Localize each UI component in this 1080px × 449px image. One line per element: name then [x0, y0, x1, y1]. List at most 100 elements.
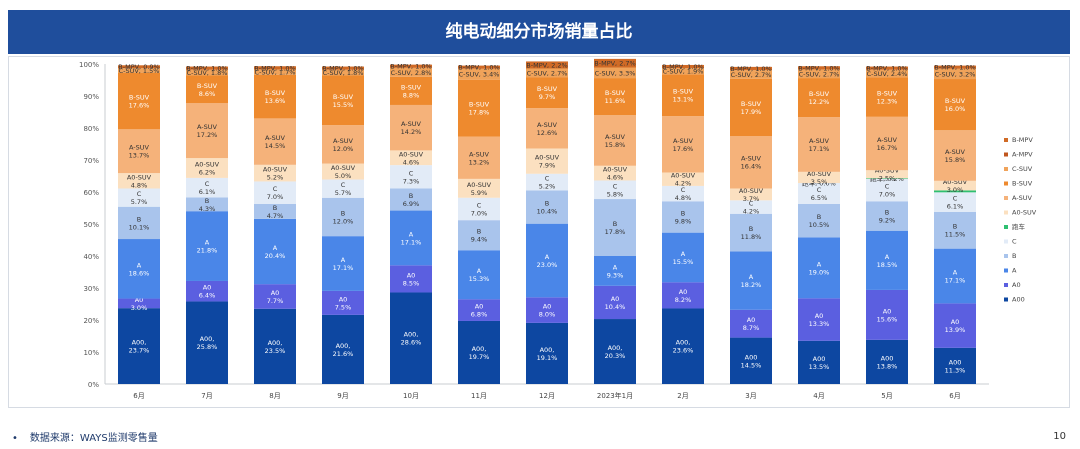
- y-tick-label: 100%: [79, 61, 99, 69]
- data-label: B: [749, 225, 753, 233]
- bar-segment: [662, 308, 704, 384]
- bar-segment: [594, 256, 636, 286]
- data-label: 4.6%: [607, 174, 624, 182]
- legend-swatch: [1004, 196, 1008, 200]
- data-label: 19.7%: [469, 353, 490, 361]
- data-label: 13.7%: [129, 152, 150, 160]
- bar-segment: [934, 68, 976, 80]
- bar-segment: [254, 203, 296, 219]
- data-label: 8.6%: [199, 90, 216, 98]
- bar-segment: [254, 74, 296, 119]
- bar-segment: [254, 218, 296, 285]
- data-label: B-MPV, 0.9%: [118, 63, 159, 71]
- x-tick-label: 12月: [539, 392, 555, 400]
- bar-segment: [866, 201, 908, 231]
- x-tick-label: 5月: [881, 392, 892, 400]
- data-label: 15.5%: [673, 258, 694, 266]
- data-label: 3.0%: [131, 304, 148, 312]
- data-label: C-SUV, 2.4%: [867, 70, 908, 78]
- bar-segment: [526, 223, 568, 298]
- data-label: B-SUV: [741, 100, 762, 108]
- bar-segment: [798, 171, 840, 184]
- data-label: A-SUV: [673, 137, 694, 145]
- legend-swatch: [1004, 210, 1008, 215]
- x-tick-label: 2023年1月: [597, 391, 633, 400]
- data-label: C-SUV, 2.7%: [799, 70, 840, 78]
- data-label: A-SUV: [605, 133, 626, 141]
- bar-segment: [526, 297, 568, 323]
- data-label: 18.6%: [129, 269, 150, 277]
- data-label: 9.8%: [675, 217, 692, 225]
- bar-segment: [254, 308, 296, 384]
- data-label: A0-SUV: [603, 166, 628, 174]
- data-label: 14.5%: [265, 142, 286, 150]
- bar-segment: [322, 290, 364, 315]
- data-label: 18.2%: [741, 281, 762, 289]
- data-label: B-MPV, 1.0%: [254, 64, 295, 72]
- bar-segment: [934, 79, 976, 131]
- data-label: B-MPV, 1.0%: [934, 64, 975, 72]
- data-label: 6.8%: [471, 311, 488, 319]
- bar-segment: [390, 64, 432, 68]
- data-label: A00,: [200, 335, 215, 343]
- bar-segment: [798, 298, 840, 341]
- data-label: 16.7%: [877, 144, 898, 152]
- bar-segment: [594, 78, 636, 116]
- data-label: 19.1%: [537, 354, 558, 362]
- data-label: A0: [543, 303, 552, 311]
- y-tick-label: 0%: [88, 381, 99, 389]
- data-label: B-SUV: [605, 89, 626, 97]
- legend-swatch: [1004, 254, 1008, 258]
- data-label: 11.6%: [605, 97, 626, 105]
- data-label: B-MPV, 1.0%: [730, 65, 771, 73]
- bar-segment: [322, 69, 364, 76]
- bar-segment: [798, 237, 840, 299]
- data-label: 4.8%: [131, 181, 148, 189]
- legend-label: C-SUV: [1012, 165, 1033, 173]
- data-label: 7.5%: [335, 303, 352, 311]
- bar-segment: [118, 239, 160, 299]
- bar-segment: [730, 251, 772, 310]
- data-label: 10.1%: [129, 223, 150, 231]
- data-label: 17.1%: [945, 277, 966, 285]
- bar-segment: [118, 206, 160, 240]
- data-source-note: • 数据来源：WAYS监测零售量: [12, 429, 158, 444]
- bar-segment: [662, 68, 704, 75]
- data-label: A00: [745, 353, 758, 361]
- data-label: 17.8%: [605, 228, 626, 236]
- data-label: 10.5%: [809, 221, 830, 229]
- data-label: B: [137, 215, 141, 223]
- data-label: A: [749, 273, 754, 281]
- data-label: B-SUV: [401, 83, 422, 91]
- data-label: B-MPV, 1.0%: [458, 64, 499, 72]
- data-label: C: [681, 186, 686, 194]
- bar-segment: [322, 197, 364, 237]
- legend-swatch: [1004, 181, 1008, 186]
- bar-segment: [866, 339, 908, 384]
- data-label: A00,: [472, 345, 487, 353]
- data-label: 4.3%: [199, 205, 216, 213]
- data-label: 11.8%: [741, 233, 762, 241]
- data-label: 15.8%: [605, 141, 626, 149]
- data-label: B-SUV: [945, 97, 966, 105]
- data-label: 21.8%: [197, 247, 218, 255]
- data-label: B-MPV, 2.2%: [526, 61, 567, 69]
- bar-segment: [254, 181, 296, 204]
- y-tick-label: 90%: [83, 93, 99, 101]
- bar-segment: [730, 66, 772, 71]
- bar-segment: [594, 199, 636, 256]
- data-label: 15.3%: [469, 275, 490, 283]
- data-label: A00: [881, 354, 894, 362]
- bar-segment: [662, 172, 704, 186]
- data-label: A-SUV: [401, 120, 422, 128]
- data-label: 15.5%: [333, 101, 354, 109]
- data-label: 19.0%: [809, 268, 830, 276]
- bar-segment: [186, 66, 228, 70]
- bar-segment: [526, 68, 568, 78]
- chart-title: 纯电动细分市场销量占比: [8, 10, 1070, 54]
- data-label: 8.7%: [743, 324, 760, 332]
- bar-segment: [390, 150, 432, 166]
- data-label: 6.1%: [947, 203, 964, 211]
- data-label: 12.6%: [537, 129, 558, 137]
- data-label: A0: [203, 284, 212, 292]
